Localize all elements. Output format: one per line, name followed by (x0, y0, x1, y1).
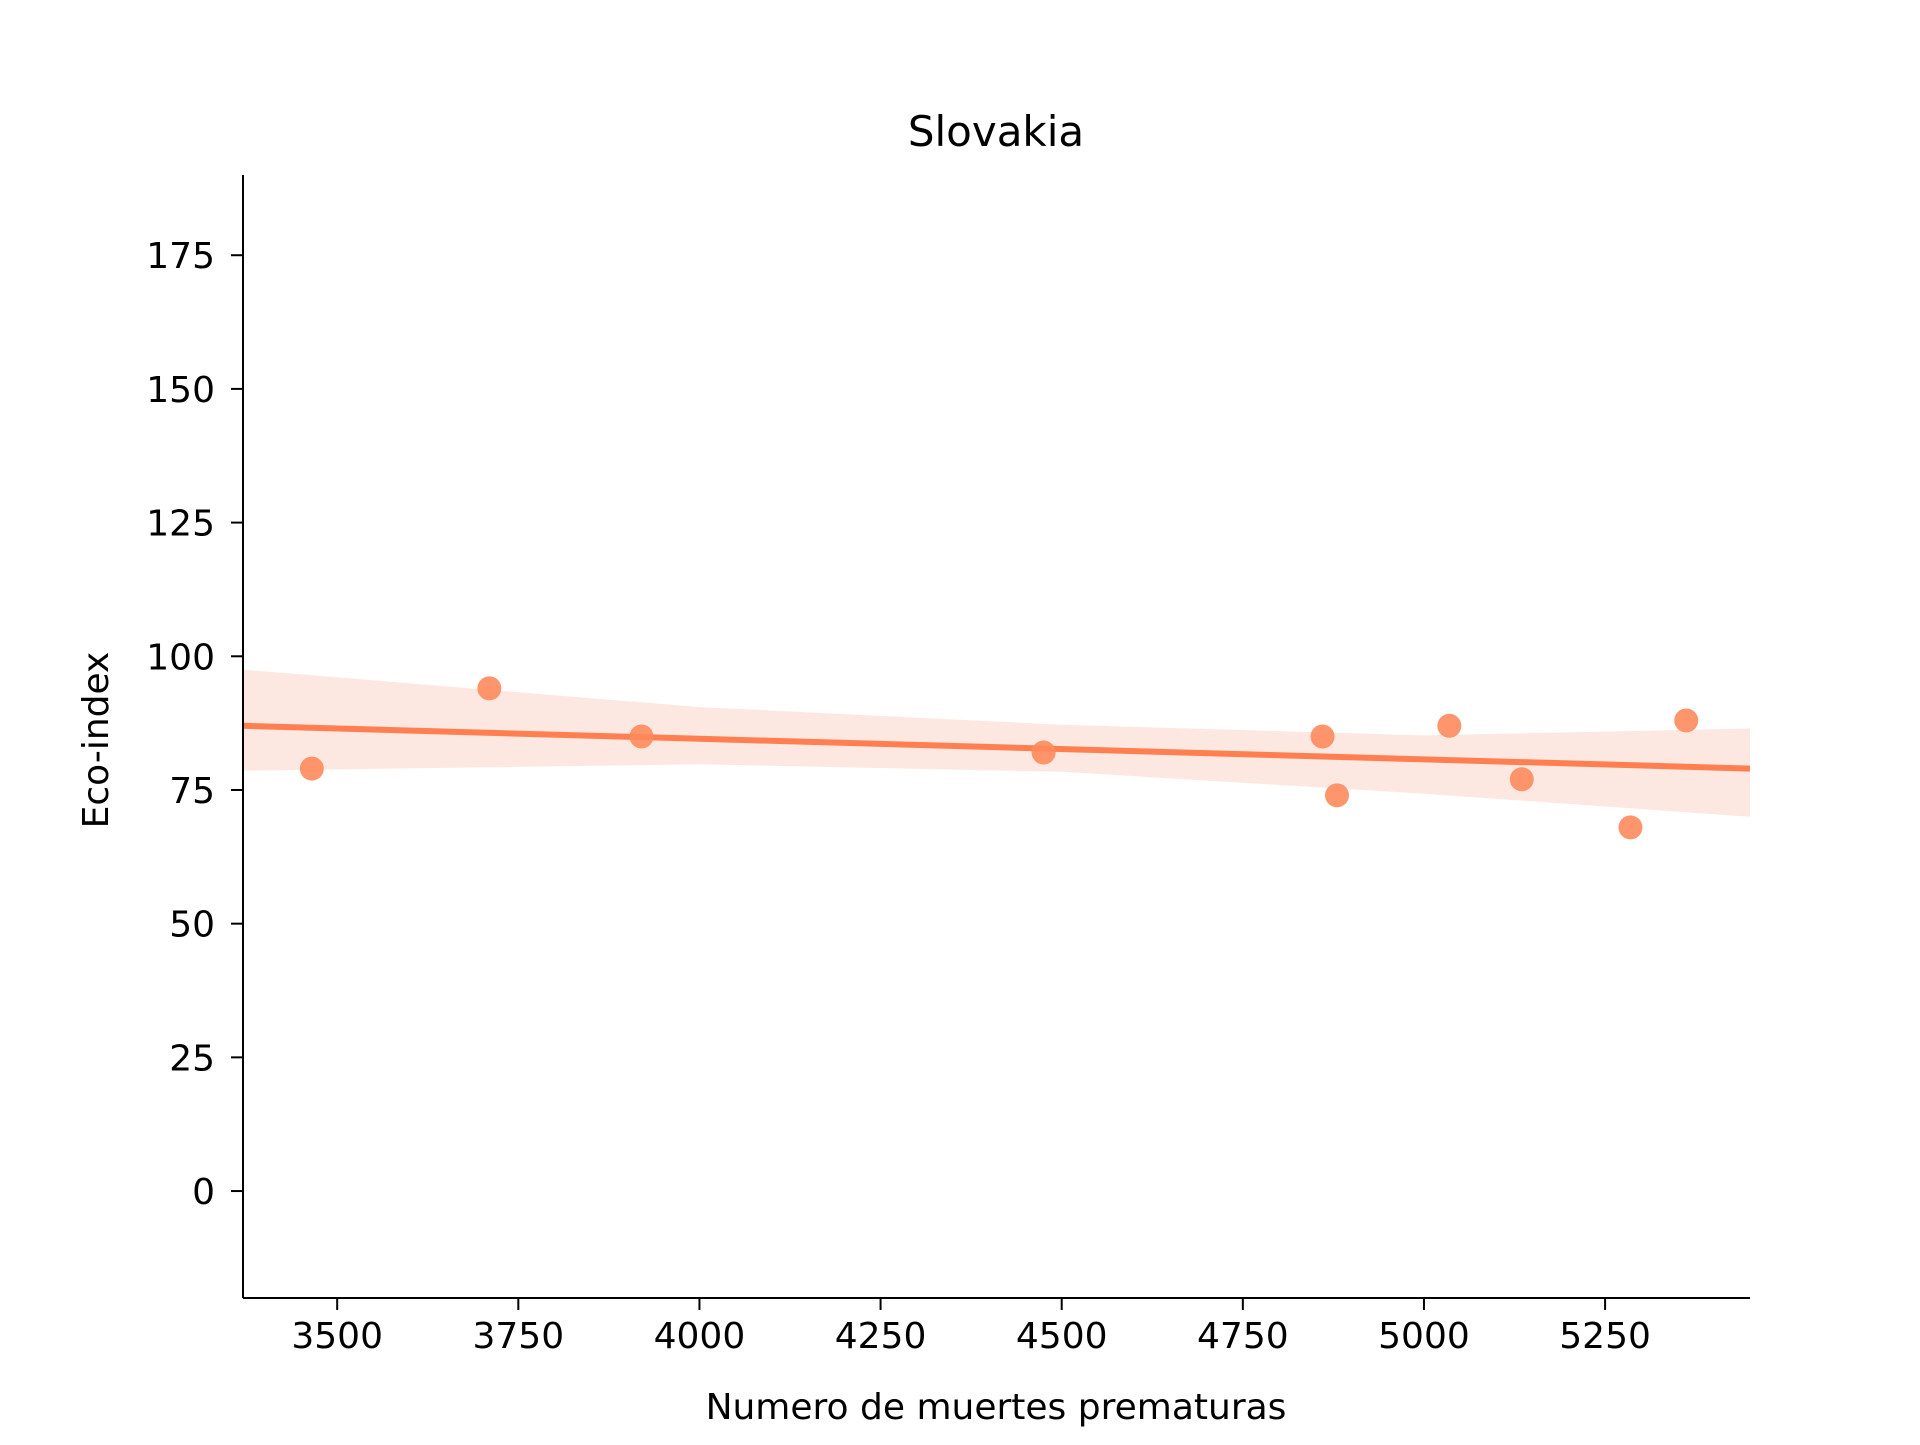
axes (242, 175, 1750, 1299)
x-tick-label: 3750 (473, 1316, 565, 1357)
data-point (1310, 724, 1335, 749)
x-axis-label: Numero de muertes prematuras (706, 1387, 1287, 1428)
x-tick-label: 4500 (1016, 1316, 1108, 1357)
data-point (1437, 713, 1462, 738)
data-point (1618, 815, 1643, 840)
regression-line-layer (242, 722, 1751, 772)
y-ticks: 0 25 50 75 100 125 150 175 (146, 236, 243, 1213)
data-point (1031, 740, 1056, 765)
y-tick-label: 100 (146, 637, 215, 678)
x-tick-label: 3500 (291, 1316, 383, 1357)
y-tick-label: 75 (169, 771, 215, 812)
data-point (1509, 767, 1534, 792)
confidence-band-layer (243, 669, 1750, 817)
data-points-layer (299, 676, 1699, 840)
chart-title: Slovakia (908, 107, 1084, 156)
data-point (477, 676, 502, 701)
y-tick-label: 175 (146, 236, 215, 277)
x-tick-label: 4750 (1197, 1316, 1289, 1357)
x-tick-label: 5000 (1378, 1316, 1470, 1357)
x-tick-label: 5250 (1559, 1316, 1651, 1357)
y-tick-label: 25 (169, 1038, 215, 1079)
data-point (1674, 708, 1699, 733)
data-point (1325, 783, 1350, 808)
y-axis-label: Eco-index (76, 652, 117, 829)
data-point (629, 724, 654, 749)
y-tick-label: 50 (169, 905, 215, 946)
x-tick-label: 4000 (654, 1316, 746, 1357)
x-tick-label: 4250 (835, 1316, 927, 1357)
y-tick-label: 125 (146, 504, 215, 545)
x-ticks: 3500 3750 4000 4250 4500 4750 5000 5250 (291, 1298, 1651, 1357)
confidence-band (243, 669, 1750, 817)
y-tick-label: 0 (192, 1172, 215, 1213)
y-tick-label: 150 (146, 370, 215, 411)
regression-line (242, 722, 1751, 772)
data-point (299, 756, 324, 781)
